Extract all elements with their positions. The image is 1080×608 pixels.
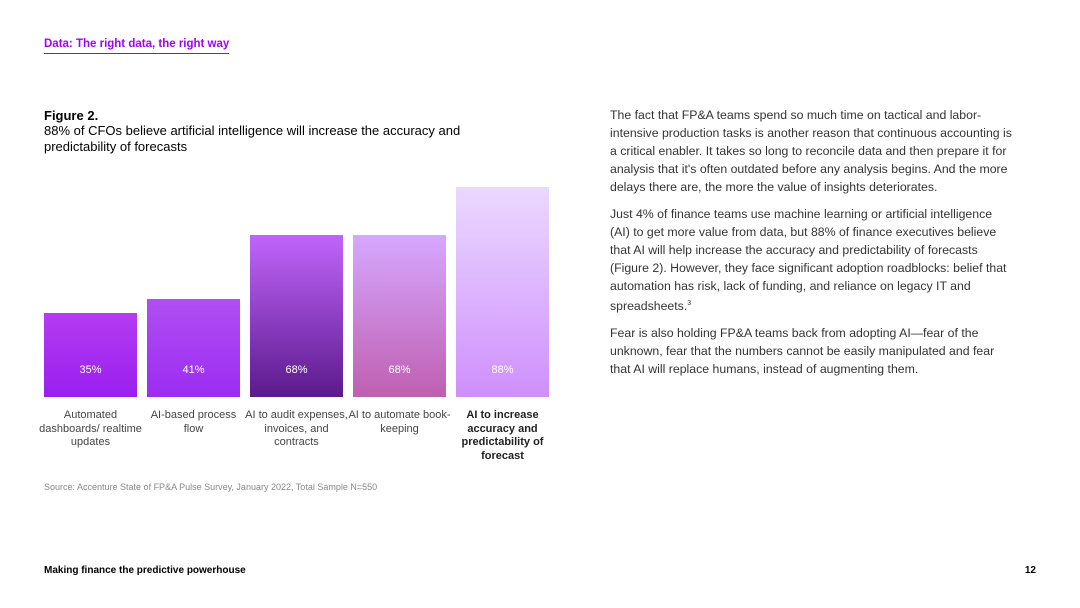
footnote-ref: 3 (687, 300, 692, 307)
body-paragraph-1: The fact that FP&A teams spend so much t… (610, 108, 1012, 194)
body-paragraph-3: Fear is also holding FP&A teams back fro… (610, 326, 995, 377)
bar-3 (250, 234, 343, 397)
bar-5 (456, 187, 549, 397)
bar-value-label-4: 68% (388, 364, 411, 376)
body-paragraph-2-text: Just 4% of finance teams use machine lea… (610, 207, 1007, 314)
bar-1 (44, 313, 137, 397)
footer-title: Making finance the predictive powerhouse (44, 565, 246, 576)
category-label-1: Automated dashboards/ realtime updates (39, 409, 142, 448)
figure-title: 88% of CFOs believe artificial intellige… (44, 123, 461, 154)
figure-label: Figure 2. (44, 108, 99, 123)
category-label-3: AI to audit expenses, invoices, and cont… (245, 409, 348, 448)
bar-4 (353, 234, 446, 397)
category-label-5: AI to increase accuracy and predictabili… (461, 409, 544, 462)
page-number: 12 (1024, 565, 1036, 576)
bar-chart: 35% Automated dashboards/ realtime update… (39, 180, 554, 470)
section-title: Data: The right data, the right way (44, 38, 230, 54)
category-label-2: AI-based process flow (150, 409, 237, 435)
body-paragraph-2: Just 4% of finance teams use machine lea… (610, 205, 1015, 315)
bar-value-label-5: 88% (491, 364, 514, 376)
bar-value-label-3: 68% (285, 364, 308, 376)
figure-source: Source: Accenture State of FP&A Pulse Su… (44, 482, 378, 492)
bar-value-label-1: 35% (79, 364, 102, 376)
body-text: The fact that FP&A teams spend so much t… (610, 106, 1015, 387)
bar-value-label-2: 41% (182, 364, 205, 376)
category-label-4: AI to automate book-keeping (348, 409, 451, 435)
bar-2 (147, 299, 240, 397)
